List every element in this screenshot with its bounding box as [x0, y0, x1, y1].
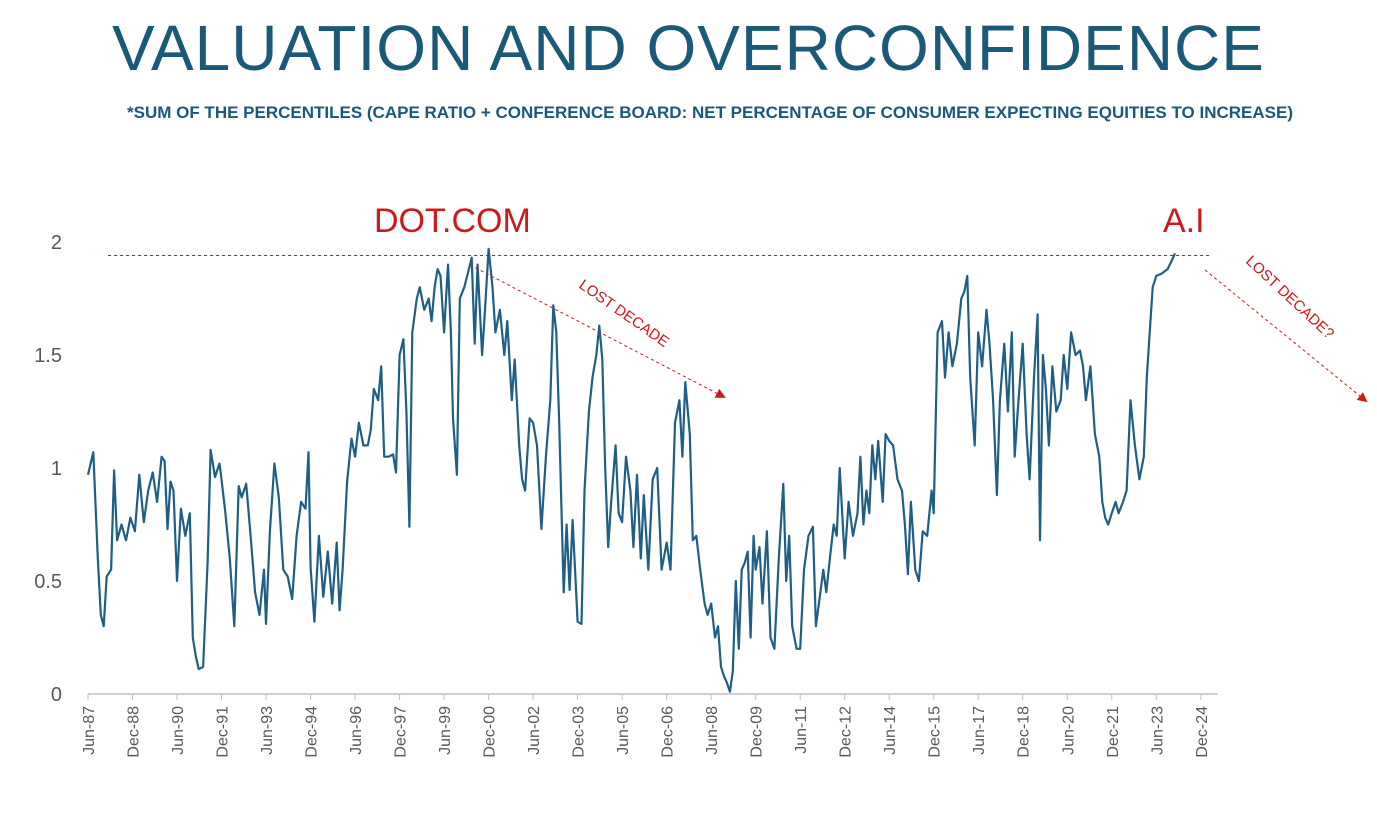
x-tick-label: Jun-02: [526, 706, 543, 755]
x-tick-label: Dec-12: [838, 706, 855, 758]
x-tick-label: Dec-97: [393, 706, 410, 758]
x-tick-label: Dec-91: [215, 706, 232, 758]
chart-title: VALUATION AND OVERCONFIDENCE: [112, 12, 1265, 84]
x-tick-label: Jun-96: [348, 706, 365, 755]
x-tick-label: Jun-11: [793, 706, 810, 754]
x-tick-label: Dec-94: [304, 706, 321, 758]
x-tick-label: Jun-99: [437, 706, 454, 755]
x-tick-label: Jun-20: [1060, 706, 1077, 755]
y-tick-label: 2: [51, 232, 62, 254]
y-tick-label: 0: [51, 684, 62, 706]
x-axis-ticks: Jun-87 Dec-88 Jun-90 Dec-91 Jun-93 Dec-94 Jun-…: [81, 694, 1211, 758]
x-tick-label: Jun-14: [882, 706, 899, 755]
x-tick-label: Dec-88: [126, 706, 143, 758]
x-tick-label: Jun-23: [1149, 706, 1166, 755]
annotation-dotcom: DOT.COM: [374, 202, 531, 240]
y-tick-label: 1.5: [34, 345, 62, 367]
y-tick-label: 0.5: [34, 571, 62, 593]
x-tick-label: Jun-93: [259, 706, 276, 755]
annotation-ai: A.I: [1163, 202, 1205, 240]
lost-decade-q-arrow: [1204, 269, 1368, 403]
x-tick-label: Dec-24: [1194, 706, 1211, 758]
x-tick-label: Jun-17: [971, 706, 988, 755]
annotation-lost-decade-q: LOST DECADE?: [1242, 252, 1337, 342]
x-tick-label: Dec-00: [482, 706, 499, 758]
x-tick-label: Dec-09: [749, 706, 766, 758]
x-tick-label: Dec-18: [1016, 706, 1033, 758]
x-tick-label: Dec-03: [571, 706, 588, 758]
y-axis-ticks: 0 0.5 1 1.5 2: [34, 232, 62, 706]
y-tick-label: 1: [51, 458, 62, 480]
x-tick-label: Dec-15: [927, 706, 944, 758]
x-tick-label: Jun-05: [615, 706, 632, 755]
chart-subtitle: *SUM OF THE PERCENTILES (CAPE RATIO + CO…: [126, 103, 1293, 122]
x-tick-label: Dec-06: [660, 706, 677, 758]
x-tick-label: Dec-21: [1105, 706, 1122, 758]
x-tick-label: Jun-90: [170, 706, 187, 755]
x-tick-label: Jun-08: [704, 706, 721, 755]
annotation-lost-decade: LOST DECADE: [576, 276, 672, 350]
series-line: [86, 247, 1177, 693]
x-tick-label: Jun-87: [81, 706, 98, 755]
